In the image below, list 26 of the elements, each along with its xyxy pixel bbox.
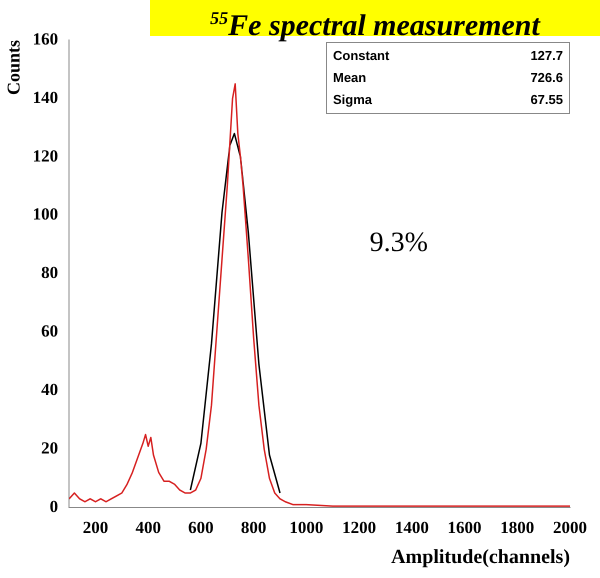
y-tick-label: 40 [41,380,58,400]
y-tick-label: 120 [32,146,58,166]
y-axis-title: Counts [3,40,24,96]
x-tick-label: 400 [135,518,161,538]
x-tick-label: 1600 [448,518,482,538]
y-tick-label: 100 [32,204,58,224]
text: Constant 127.7 [333,48,563,63]
y-tick-label: 0 [50,496,58,516]
annotation: 9.3% [370,227,428,260]
x-tick-label: 1200 [342,518,376,538]
text: Sigma 67.55 [333,92,563,107]
y-tick-label: 140 [32,88,58,107]
text: Mean 726.6 [333,70,563,85]
x-tick-label: 1000 [289,518,324,538]
y-tick-label: 20 [41,438,58,458]
y-tick-label: 80 [41,263,58,282]
x-tick-label: 2000 [553,518,587,538]
x-tick-label: 200 [82,518,108,538]
x-tick-label: 1400 [394,518,429,538]
x-tick-label: 600 [188,518,214,538]
x-tick-label: 1800 [500,518,534,538]
x-tick-label: 800 [240,518,266,538]
y-tick-label: 160 [32,29,58,48]
x-axis-title: Amplitude(channels) [391,546,570,568]
y-tick-label: 60 [41,322,58,341]
chart-title: $^{55}$Fe spectral measurement [209,7,542,42]
